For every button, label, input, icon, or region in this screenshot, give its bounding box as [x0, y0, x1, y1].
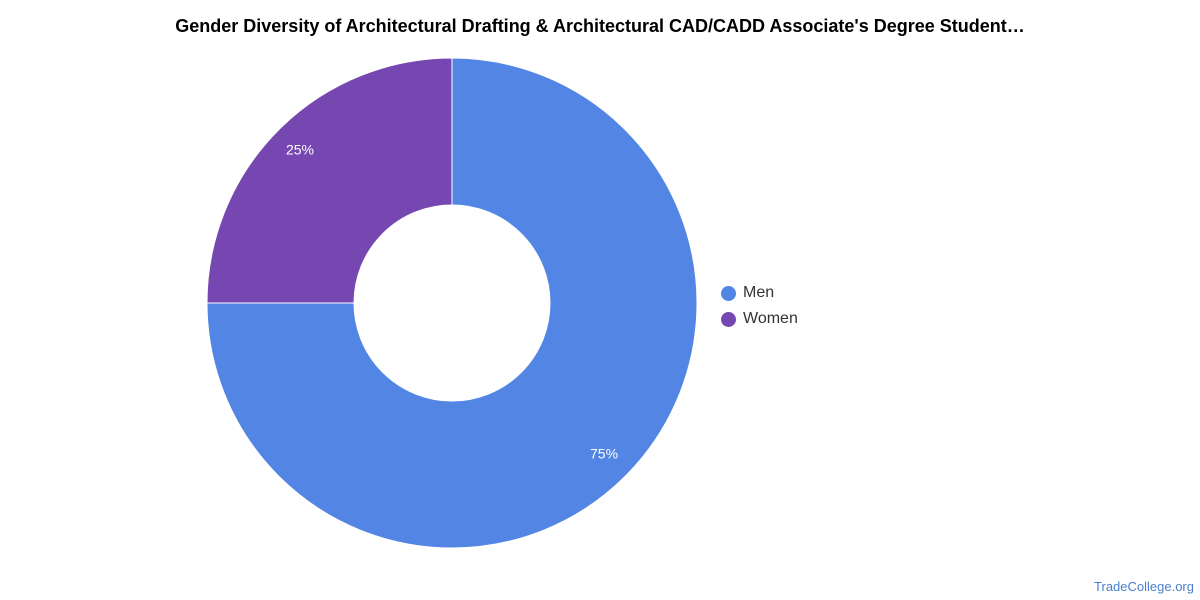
slice-men[interactable] [206, 57, 698, 549]
data-label-women: 25% [286, 142, 314, 158]
donut-slices [206, 57, 698, 549]
legend-label-men: Men [743, 284, 775, 301]
legend: Men Women [721, 280, 798, 332]
data-labels: 75% 25% [286, 142, 618, 462]
legend-item-men[interactable]: Men [721, 280, 798, 306]
legend-swatch-women [721, 311, 736, 327]
data-label-men: 75% [590, 446, 618, 462]
legend-swatch-men [721, 285, 736, 301]
legend-label-women: Women [743, 310, 798, 327]
source-credit-link[interactable]: TradeCollege.org [1094, 579, 1194, 594]
legend-item-women[interactable]: Women [721, 306, 798, 332]
slice-women[interactable] [206, 57, 453, 304]
chart-title: Gender Diversity of Architectural Drafti… [175, 16, 1025, 36]
